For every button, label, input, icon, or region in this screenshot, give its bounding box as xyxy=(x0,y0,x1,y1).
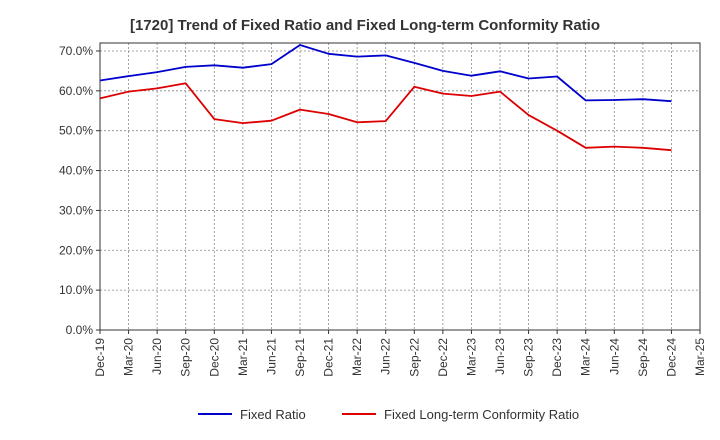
x-tick-label: Jun-23 xyxy=(493,338,507,375)
y-axis: 0.0% 10.0% 20.0% 30.0% 40.0% 50.0% 60.0% 70.0% xyxy=(59,44,100,337)
y-tick-label: 30.0% xyxy=(59,203,93,217)
x-tick-label: Dec-24 xyxy=(664,338,678,377)
x-tick-label: Jun-24 xyxy=(607,338,621,375)
x-tick-label: Sep-20 xyxy=(179,338,193,377)
plot-frame xyxy=(99,42,701,331)
x-tick-label: Jun-22 xyxy=(379,338,393,375)
y-tick-label: 10.0% xyxy=(59,283,93,297)
grid xyxy=(100,43,700,330)
y-tick-label: 50.0% xyxy=(59,124,93,138)
x-tick-label: Mar-21 xyxy=(236,338,250,376)
legend-label-fixed-ratio: Fixed Ratio xyxy=(240,407,306,422)
series-line-1 xyxy=(99,82,672,152)
x-tick-label: Mar-24 xyxy=(579,338,593,376)
x-tick-label: Mar-20 xyxy=(122,338,136,376)
x-tick-label: Jun-21 xyxy=(264,338,278,375)
x-tick-label: Mar-25 xyxy=(693,338,707,376)
y-tick-label: 20.0% xyxy=(59,243,93,257)
x-tick-label: Mar-23 xyxy=(464,338,478,376)
y-tick-label: 40.0% xyxy=(59,164,93,178)
y-tick-label: 0.0% xyxy=(66,323,94,337)
x-tick-label: Sep-22 xyxy=(407,338,421,377)
x-tick-label: Dec-22 xyxy=(436,338,450,377)
x-tick-label: Jun-20 xyxy=(150,338,164,375)
x-tick-label: Dec-23 xyxy=(550,338,564,377)
legend-label-conformity-ratio: Fixed Long-term Conformity Ratio xyxy=(384,407,579,422)
x-tick-label: Sep-24 xyxy=(636,338,650,377)
series-layer xyxy=(99,44,672,152)
legend: Fixed Ratio Fixed Long-term Conformity R… xyxy=(198,407,579,422)
x-tick-label: Dec-21 xyxy=(322,338,336,377)
x-tick-label: Dec-20 xyxy=(207,338,221,377)
y-tick-label: 70.0% xyxy=(59,44,93,58)
x-axis: Dec-19 Mar-20 Jun-20 Sep-20 Dec-20 Mar-21 Jun-… xyxy=(93,330,707,377)
chart-title: [1720] Trend of Fixed Ratio and Fixed Lo… xyxy=(130,17,600,34)
y-tick-label: 60.0% xyxy=(59,84,93,98)
x-tick-label: Sep-21 xyxy=(293,338,307,377)
x-tick-label: Sep-23 xyxy=(522,338,536,377)
series-line-0 xyxy=(99,44,672,103)
x-tick-label: Dec-19 xyxy=(93,338,107,377)
x-tick-label: Mar-22 xyxy=(350,338,364,376)
